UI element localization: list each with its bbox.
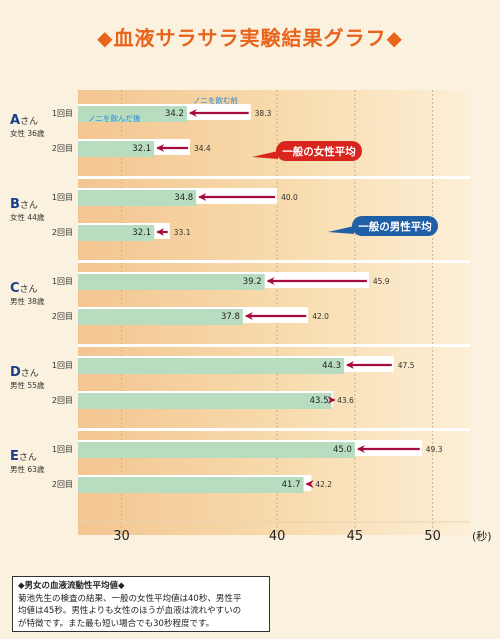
person-label: Dさん bbox=[10, 365, 39, 380]
bar-after bbox=[78, 141, 155, 157]
note-box: ◆男女の血液流動性平均値◆ 菊池先生の検査の結果、一般の女性平均値は40秒、男性… bbox=[12, 576, 270, 632]
chart-title: ◆血液サラサラ実験結果グラフ◆ bbox=[97, 26, 403, 50]
tick-label: 50 bbox=[424, 529, 441, 544]
trial-label: 1回目 bbox=[52, 445, 73, 454]
group-separator bbox=[78, 260, 470, 263]
bar-after bbox=[78, 274, 265, 290]
value-label-before: 43.6 bbox=[337, 396, 354, 405]
value-label-after: 45.0 bbox=[333, 445, 352, 455]
value-label-before: 42.2 bbox=[315, 480, 332, 489]
trial-label: 1回目 bbox=[52, 361, 73, 370]
note-line: 均値は45秒。男性よりも女性のほうが血液は流れやすいの bbox=[18, 606, 242, 616]
value-label-after: 37.8 bbox=[221, 312, 240, 322]
trial-label: 1回目 bbox=[52, 193, 73, 202]
person-name: C bbox=[10, 281, 20, 296]
value-label-after: 34.2 bbox=[165, 109, 184, 119]
bar-after bbox=[78, 442, 355, 458]
tick-label: 40 bbox=[269, 529, 286, 544]
trial-label: 2回目 bbox=[52, 228, 73, 237]
value-label-before: 38.3 bbox=[255, 109, 272, 118]
note-heading: ◆男女の血液流動性平均値◆ bbox=[18, 581, 125, 591]
trial-label: 2回目 bbox=[52, 312, 73, 321]
note-line: が特徴です。また最も短い場合でも30秒程度です。 bbox=[18, 618, 215, 629]
person-suffix: さん bbox=[21, 368, 39, 379]
person-label: Eさん bbox=[10, 449, 37, 464]
tick-label: 30 bbox=[113, 529, 130, 544]
ref-label: 一般の男性平均 bbox=[358, 220, 432, 233]
person-suffix: さん bbox=[20, 200, 38, 211]
group-separator bbox=[78, 428, 470, 431]
value-label-after: 43.5 bbox=[310, 396, 329, 406]
person-name: E bbox=[10, 449, 19, 464]
value-label-before: 47.5 bbox=[398, 361, 415, 370]
person-label: Aさん bbox=[10, 113, 38, 128]
value-label-after: 34.8 bbox=[174, 193, 193, 203]
trial-label: 1回目 bbox=[52, 277, 73, 286]
person-info: 女性 36歳 bbox=[10, 128, 45, 138]
bar-after bbox=[78, 393, 332, 409]
bar-after bbox=[78, 309, 243, 325]
tick-label: 45 bbox=[347, 529, 364, 544]
person-info: 女性 44歳 bbox=[10, 212, 45, 222]
person-label: Cさん bbox=[10, 281, 38, 296]
bar-after bbox=[78, 358, 344, 374]
value-label-after: 32.1 bbox=[132, 228, 151, 238]
person-name: A bbox=[10, 113, 20, 128]
value-label-after: 41.7 bbox=[282, 480, 301, 490]
ref-badge bbox=[276, 141, 362, 161]
person-name: D bbox=[10, 365, 21, 380]
group-separator bbox=[78, 176, 470, 179]
value-label-before: 49.3 bbox=[426, 445, 443, 454]
bar-after bbox=[78, 190, 197, 206]
value-label-before: 34.4 bbox=[194, 144, 211, 153]
ref-pointer bbox=[328, 226, 354, 234]
value-label-before: 33.1 bbox=[174, 228, 191, 237]
value-label-before: 45.9 bbox=[373, 277, 390, 286]
person-suffix: さん bbox=[20, 116, 38, 127]
unit-label: (秒) bbox=[472, 529, 492, 543]
value-label-before: 42.0 bbox=[312, 312, 329, 321]
bar-after bbox=[78, 225, 155, 241]
ref-label: 一般の女性平均 bbox=[282, 145, 356, 158]
bar-after bbox=[78, 477, 304, 493]
trial-label: 2回目 bbox=[52, 480, 73, 489]
person-name: B bbox=[10, 197, 20, 212]
person-info: 男性 63歳 bbox=[10, 464, 45, 474]
trial-label: 2回目 bbox=[52, 396, 73, 405]
trial-label: 2回目 bbox=[52, 144, 73, 153]
note-line: 菊池先生の検査の結果、一般の女性平均値は40秒、男性平 bbox=[18, 593, 242, 604]
person-suffix: さん bbox=[20, 284, 38, 295]
trial-label: 1回目 bbox=[52, 109, 73, 118]
value-label-after: 44.3 bbox=[322, 361, 341, 371]
ref-pointer bbox=[252, 151, 278, 159]
person-suffix: さん bbox=[19, 452, 37, 463]
bar-after bbox=[78, 106, 187, 122]
person-info: 男性 38歳 bbox=[10, 296, 45, 306]
value-label-after: 32.1 bbox=[132, 144, 151, 154]
legend-before: ノニを飲む前 bbox=[193, 95, 238, 105]
ref-badge bbox=[352, 216, 438, 236]
person-label: Bさん bbox=[10, 197, 38, 212]
group-separator bbox=[78, 344, 470, 347]
value-label-before: 40.0 bbox=[281, 193, 298, 202]
value-label-after: 39.2 bbox=[243, 277, 262, 287]
legend-after: ノニを飲んだ後 bbox=[88, 113, 141, 123]
person-info: 男性 55歳 bbox=[10, 380, 45, 390]
